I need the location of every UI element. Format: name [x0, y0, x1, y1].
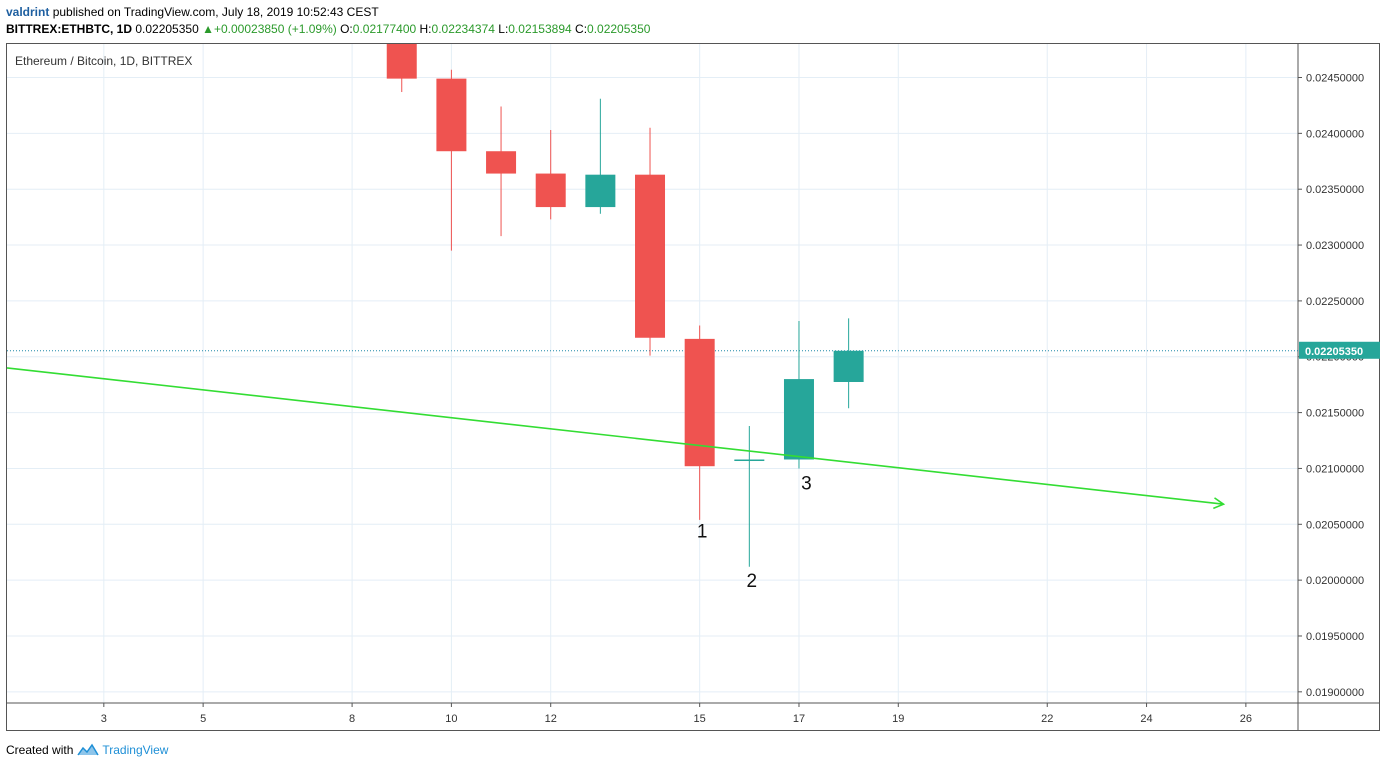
x-tick-label: 19: [892, 713, 904, 725]
x-tick-label: 24: [1140, 713, 1152, 725]
tradingview-logo-icon: [77, 743, 100, 756]
trend-arrow-head: [1213, 497, 1226, 510]
candle-body[interactable]: [783, 379, 814, 460]
candle-body[interactable]: [436, 78, 467, 152]
high-label: H:: [419, 22, 432, 36]
published-text: published on TradingView.com, July 18, 2…: [52, 5, 379, 19]
candle-body[interactable]: [585, 174, 616, 208]
low-value: 0.02153894: [508, 22, 572, 36]
candle-body[interactable]: [833, 350, 864, 382]
candle-body[interactable]: [734, 459, 765, 462]
last-price: 0.02205350: [135, 22, 199, 36]
candle-body[interactable]: [486, 151, 517, 174]
x-tick-label: 8: [349, 713, 355, 725]
y-tick-label: 0.01900000: [1306, 687, 1364, 699]
created-with-text: Created with: [6, 743, 74, 757]
x-tick-label: 5: [200, 713, 206, 725]
x-tick-label: 22: [1041, 713, 1053, 725]
tradingview-brand[interactable]: TradingView: [77, 743, 168, 757]
chart-frame[interactable]: [6, 43, 1380, 731]
y-tick-label: 0.02250000: [1306, 296, 1364, 308]
y-tick-label: 0.02000000: [1306, 575, 1364, 587]
y-tick-label: 0.01950000: [1306, 631, 1364, 643]
y-tick-label: 0.02350000: [1306, 184, 1364, 196]
close-label: C:: [575, 22, 588, 36]
y-tick-label: 0.02450000: [1306, 73, 1364, 85]
y-tick-label: 0.02300000: [1306, 240, 1364, 252]
annotation-label: 3: [801, 474, 812, 495]
annotation-label: 2: [747, 571, 758, 592]
x-tick-label: 12: [545, 713, 557, 725]
x-tick-label: 15: [694, 713, 706, 725]
chart-title: Ethereum / Bitcoin, 1D, BITTREX: [15, 54, 192, 68]
footer: Created with TradingView: [6, 743, 168, 757]
open-label: O:: [340, 22, 353, 36]
brand-name: TradingView: [102, 743, 169, 757]
candle-body[interactable]: [535, 173, 566, 208]
x-tick-label: 17: [793, 713, 805, 725]
current-price-badge: [1299, 341, 1380, 359]
close-value: 0.02205350: [587, 22, 651, 36]
y-tick-label: 0.02100000: [1306, 463, 1364, 475]
x-tick-label: 10: [445, 713, 457, 725]
y-tick-label: 0.02400000: [1306, 128, 1364, 140]
up-arrow-icon: ▲: [202, 22, 214, 36]
trend-line: [6, 367, 1224, 505]
symbol-label: BITTREX:ETHBTC, 1D: [6, 22, 132, 36]
candles-group: [386, 27, 864, 567]
high-value: 0.02234374: [431, 22, 495, 36]
current-price-badge-label: 0.02205350: [1305, 346, 1363, 358]
y-tick-label: 0.02050000: [1306, 519, 1364, 531]
y-tick-label: 0.02150000: [1306, 408, 1364, 420]
x-tick-label: 26: [1240, 713, 1252, 725]
low-label: L:: [498, 22, 509, 36]
author-name[interactable]: valdrint: [6, 5, 50, 19]
x-tick-label: 3: [101, 713, 107, 725]
annotation-label: 1: [697, 522, 708, 543]
open-value: 0.02177400: [352, 22, 417, 36]
ohlc-header: BITTREX:ETHBTC, 1D 0.02205350 ▲+0.000238…: [6, 22, 650, 36]
publish-info: valdrint published on TradingView.com, J…: [6, 5, 379, 19]
change-text: +0.00023850 (+1.09%): [213, 22, 337, 36]
candle-body[interactable]: [386, 27, 417, 79]
candle-body[interactable]: [635, 174, 666, 338]
